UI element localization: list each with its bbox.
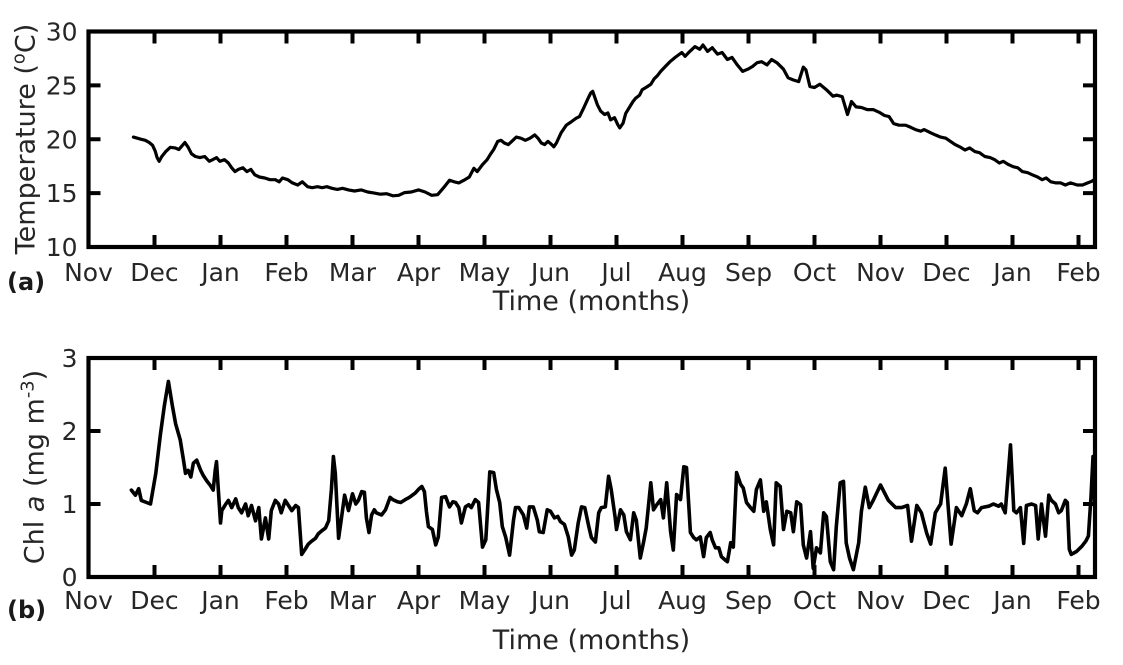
series-line-chlorophyll-a bbox=[129, 379, 1095, 572]
x-tick-label: Feb bbox=[264, 586, 308, 615]
x-tick-label: Oct bbox=[793, 258, 836, 287]
x-tick-label: Apr bbox=[397, 586, 441, 615]
panel-b: Nov Dec Jan Feb Mar Apr May Jun Jul Aug Sep Oct Nov D… bbox=[62, 344, 1101, 615]
x-tick-label: Jan bbox=[199, 586, 240, 615]
x-axis-label-panel-b: Time (months) bbox=[492, 625, 691, 656]
x-tick-label: Dec bbox=[922, 258, 970, 287]
x-tick-label: Jan bbox=[991, 586, 1032, 615]
x-tick-label: Mar bbox=[329, 586, 377, 615]
x-tick-label: Oct bbox=[793, 586, 836, 615]
y-axis-label-chlorophyll: Chl a (mg m-3) bbox=[18, 370, 51, 564]
y-tick-label: 10 bbox=[46, 233, 78, 262]
x-tick-label: Jul bbox=[599, 258, 631, 287]
x-tick-label: Jan bbox=[991, 258, 1032, 287]
panel-letter-a: (a) bbox=[7, 268, 46, 296]
x-tick-label: Dec bbox=[130, 586, 178, 615]
x-tick-label: Apr bbox=[397, 258, 441, 287]
y-axis-label-part: Chl bbox=[19, 512, 51, 565]
x-tick-label: Nov bbox=[856, 586, 905, 615]
y-tick-label: 0 bbox=[62, 563, 78, 592]
x-tick-label: Dec bbox=[922, 586, 970, 615]
x-tick-label: Feb bbox=[1056, 586, 1100, 615]
y-tick-label: 30 bbox=[46, 18, 78, 47]
x-tick-label: Jan bbox=[199, 258, 240, 287]
x-tick-label: Nov bbox=[856, 258, 905, 287]
y-axis-label-part: a bbox=[19, 495, 51, 513]
x-tick-label: Dec bbox=[130, 258, 178, 287]
y-axis-label-part: C) bbox=[10, 23, 42, 54]
y-tick-label: 1 bbox=[62, 490, 78, 519]
x-tick-label: Feb bbox=[264, 258, 308, 287]
x-tick-label: Nov bbox=[64, 258, 113, 287]
y-axis-label-part: Temperature ( bbox=[10, 64, 42, 255]
y-tick-label: 3 bbox=[62, 344, 78, 373]
x-tick-label: Jun bbox=[529, 258, 570, 287]
x-tick-label: May bbox=[459, 586, 511, 615]
x-tick-label: Nov bbox=[64, 586, 113, 615]
y-tick-label: 15 bbox=[46, 179, 78, 208]
panel-a: Nov Dec Jan Feb Mar Apr May Jun Jul Aug Sep Oct Nov D… bbox=[46, 18, 1101, 288]
y-tick-label: 20 bbox=[46, 125, 78, 154]
x-tick-label: Sep bbox=[725, 258, 772, 287]
x-tick-label: May bbox=[459, 258, 511, 287]
x-tick-label: Jul bbox=[599, 586, 631, 615]
y-tick-label: 2 bbox=[62, 417, 78, 446]
panel-letter-b: (b) bbox=[7, 596, 47, 624]
x-axis-label-panel-a: Time (months) bbox=[492, 286, 691, 317]
x-tick-label: Mar bbox=[329, 258, 377, 287]
x-tick-label: Sep bbox=[725, 586, 772, 615]
x-tick-label: Jun bbox=[529, 586, 570, 615]
x-tick-label: Feb bbox=[1056, 258, 1100, 287]
y-tick-label: 25 bbox=[46, 71, 78, 100]
y-axis-label-part: o bbox=[8, 53, 30, 65]
x-tick-label: Aug bbox=[658, 586, 707, 615]
y-axis-label-temperature: Temperature (oC) bbox=[9, 24, 42, 254]
axes-frame bbox=[86, 29, 1098, 250]
series-line-sea-surface-temperature bbox=[131, 43, 1095, 198]
x-tick-label: Aug bbox=[658, 258, 707, 287]
y-axis-label-part: ) bbox=[19, 369, 51, 381]
y-axis-label-part: (mg m bbox=[19, 398, 51, 496]
y-axis-label-part: -3 bbox=[17, 380, 39, 399]
